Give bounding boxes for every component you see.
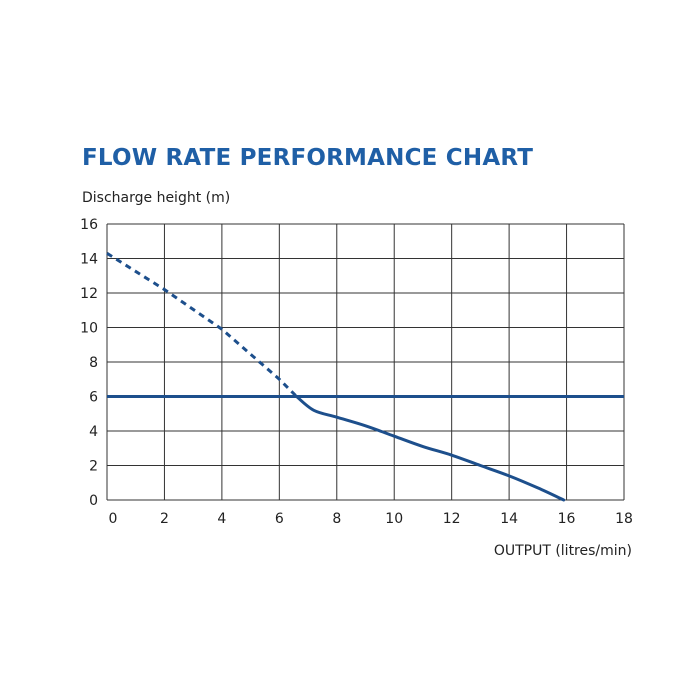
x-tick-label: 10 [385, 511, 403, 527]
chart-title: FLOW RATE PERFORMANCE CHART [82, 145, 534, 171]
series-solid-line [295, 395, 566, 502]
x-tick-label: 16 [558, 511, 576, 527]
y-tick-label: 2 [89, 459, 98, 475]
y-tick-label: 0 [89, 493, 98, 509]
y-axis-label: Discharge height (m) [82, 190, 230, 206]
y-tick-label: 8 [89, 355, 98, 371]
grid [106, 223, 625, 501]
x-tick-label: 8 [332, 511, 341, 527]
x-tick-label: 2 [160, 511, 169, 527]
x-tick-label: 4 [217, 511, 226, 527]
x-tick-labels: 0 2 4 6 8 10 12 14 16 18 [109, 511, 633, 527]
y-tick-label: 14 [80, 252, 98, 268]
x-tick-label: 6 [275, 511, 284, 527]
y-tick-labels: 0 2 4 6 8 10 12 14 16 [80, 217, 98, 509]
y-tick-label: 6 [89, 390, 98, 406]
y-tick-label: 16 [80, 217, 98, 233]
x-tick-label: 14 [500, 511, 518, 527]
x-tick-label: 0 [109, 511, 118, 527]
x-tick-label: 12 [443, 511, 461, 527]
x-axis-label: OUTPUT (litres/min) [494, 543, 632, 559]
y-tick-label: 4 [89, 424, 98, 440]
y-tick-label: 10 [80, 321, 98, 337]
series-layer [106, 252, 624, 502]
y-tick-label: 12 [80, 286, 98, 302]
x-tick-label: 18 [615, 511, 633, 527]
series-dashed-line [106, 252, 298, 398]
